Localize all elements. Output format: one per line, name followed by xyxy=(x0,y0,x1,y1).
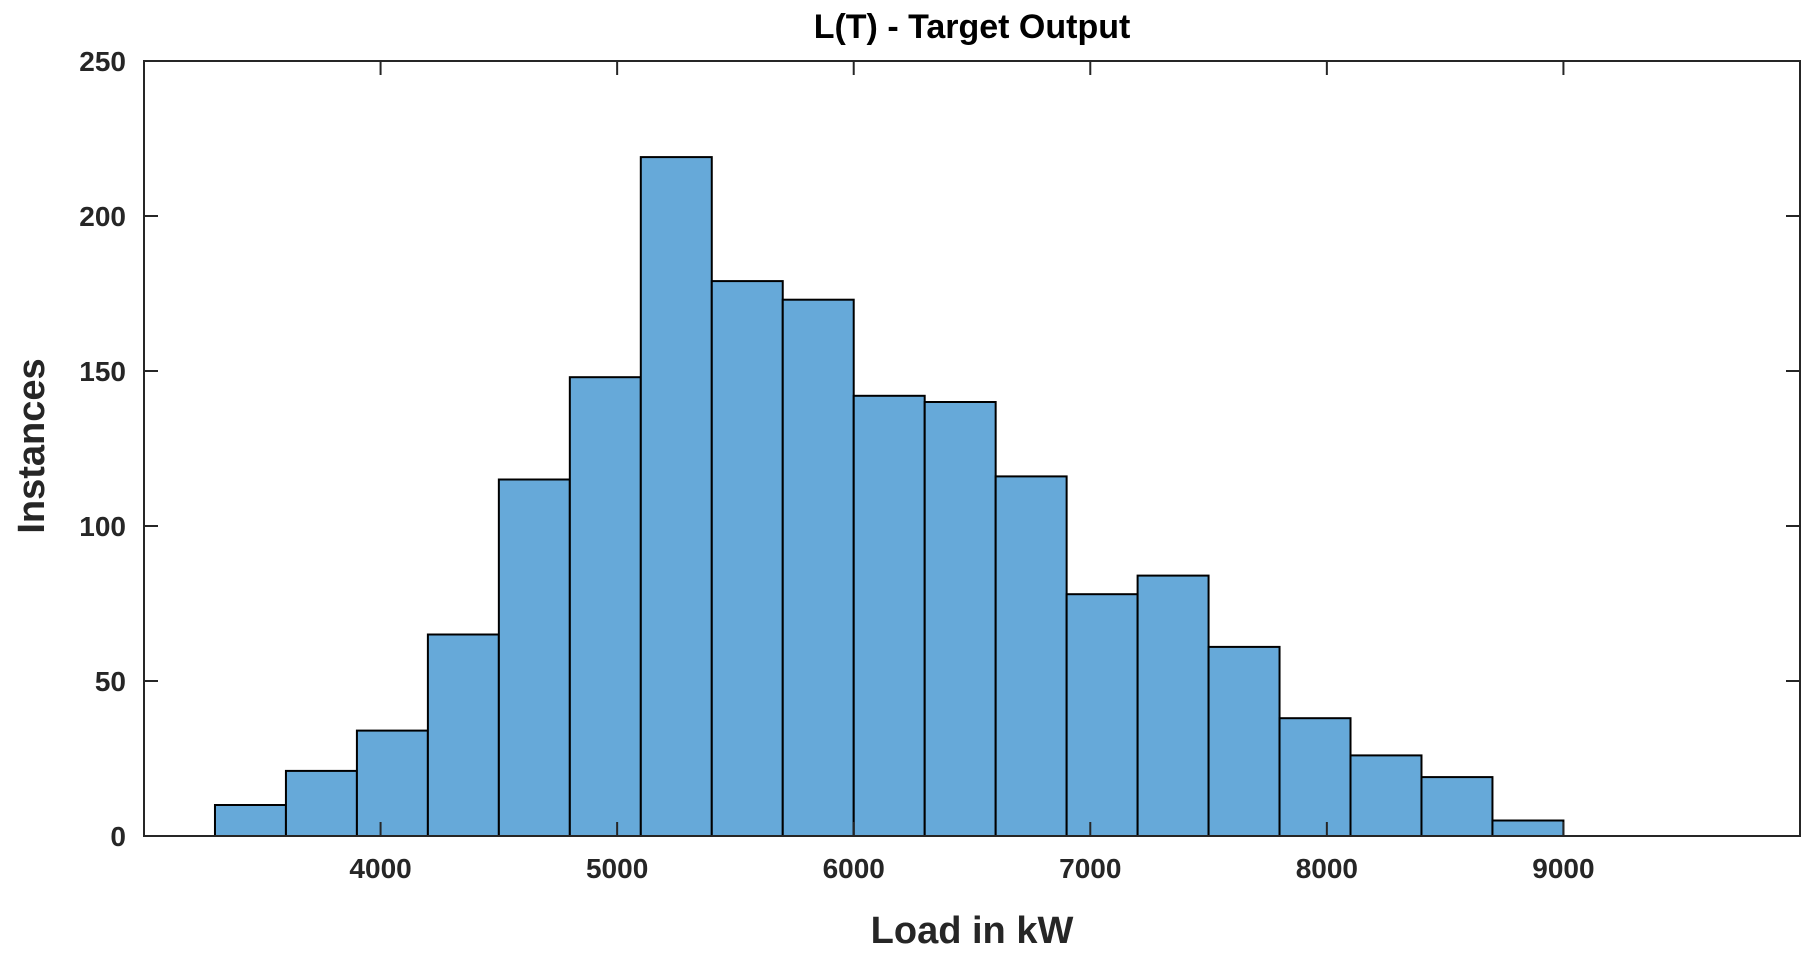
axes-layer: 4000 5000 6000 7000 8000 9000 0 50 100 150 200 250 xyxy=(79,46,1801,884)
x-tick-label: 9000 xyxy=(1532,853,1594,884)
histogram-bar xyxy=(923,401,997,837)
histogram-bar xyxy=(213,804,287,837)
histogram-bar xyxy=(568,376,642,837)
y-tick-label: 200 xyxy=(79,201,126,232)
plot-frame xyxy=(143,60,1801,837)
histogram-bar xyxy=(639,156,713,838)
x-tick-label: 8000 xyxy=(1296,853,1358,884)
bars-layer xyxy=(213,156,1565,838)
histogram-bar xyxy=(1136,574,1210,837)
x-tick-label: 5000 xyxy=(586,853,648,884)
histogram-bar xyxy=(994,475,1068,837)
histogram-bar xyxy=(1207,645,1281,838)
histogram-bar xyxy=(781,298,855,837)
y-tick-label: 50 xyxy=(95,666,126,697)
histogram-bar xyxy=(284,769,358,838)
histogram-bar xyxy=(710,280,784,838)
x-tick-label: 7000 xyxy=(1059,853,1121,884)
histogram-bar xyxy=(1349,754,1423,838)
y-tick-label: 150 xyxy=(79,356,126,387)
y-tick-label: 100 xyxy=(79,511,126,542)
histogram-bar xyxy=(426,633,500,837)
x-tick-label: 4000 xyxy=(349,853,411,884)
x-axis-title: Load in kW xyxy=(871,910,1074,952)
y-axis-title: Instances xyxy=(11,358,53,533)
histogram-bar xyxy=(1278,717,1352,838)
x-tick-label: 6000 xyxy=(823,853,885,884)
histogram-bar xyxy=(1420,776,1494,837)
chart-title: L(T) - Target Output xyxy=(814,8,1131,46)
histogram-bar xyxy=(1491,819,1565,837)
y-tick-label: 0 xyxy=(110,821,126,852)
y-tick-label: 250 xyxy=(79,46,126,77)
histogram-bar xyxy=(852,394,926,837)
histogram-bar xyxy=(1065,593,1139,838)
histogram-bar xyxy=(355,729,429,837)
histogram-bar xyxy=(497,478,571,837)
